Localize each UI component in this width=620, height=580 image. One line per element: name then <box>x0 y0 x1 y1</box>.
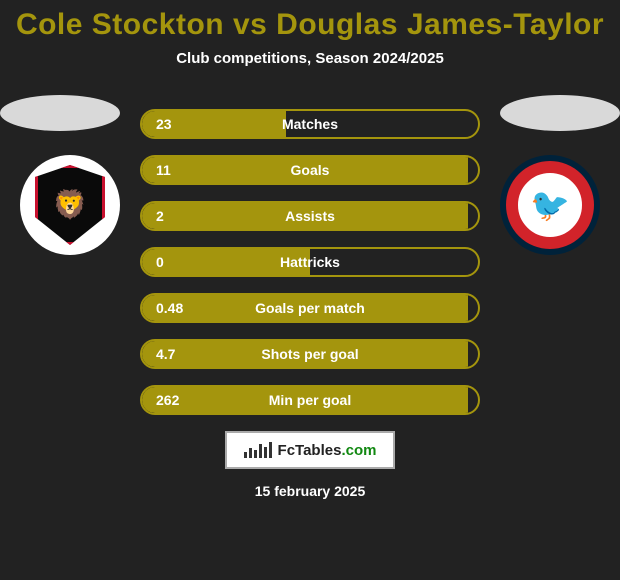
stat-bar-label: Shots per goal <box>261 346 358 362</box>
comparison-container: 🦁 🐦 23 Matches 11 Goals 2 Assists 0 Hattricks 0.… <box>0 95 620 415</box>
stat-bar-value: 0 <box>142 254 212 270</box>
stat-bars: 23 Matches 11 Goals 2 Assists 0 Hattricks 0.48 Go… <box>140 95 480 415</box>
shield-icon: 🦁 <box>35 165 105 245</box>
stat-bar-label: Hattricks <box>280 254 340 270</box>
stat-bar-value: 2 <box>142 208 212 224</box>
stat-bar-value: 4.7 <box>142 346 212 362</box>
stat-bar-value: 23 <box>142 116 212 132</box>
brand-text: FcTables.com <box>278 442 377 459</box>
stat-bar-value: 262 <box>142 392 212 408</box>
player-photo-placeholder-right <box>500 95 620 131</box>
stat-bar-label: Goals <box>291 162 330 178</box>
stat-bar-value: 0.48 <box>142 300 212 316</box>
stat-bar-row: 0 Hattricks <box>140 247 480 277</box>
ring-icon: 🐦 <box>506 161 594 249</box>
footer-date: 15 february 2025 <box>0 483 620 499</box>
stat-bar-row: 11 Goals <box>140 155 480 185</box>
club-logo-right: 🐦 <box>500 155 600 255</box>
stat-bar-row: 0.48 Goals per match <box>140 293 480 323</box>
lion-icon: 🦁 <box>53 191 88 219</box>
player-photo-placeholder-left <box>0 95 120 131</box>
stat-bar-label: Goals per match <box>255 300 365 316</box>
club-logo-left: 🦁 <box>20 155 120 255</box>
stat-bar-row: 2 Assists <box>140 201 480 231</box>
stat-bar-row: 262 Min per goal <box>140 385 480 415</box>
stat-bar-label: Matches <box>282 116 338 132</box>
brand-text-main: FcTables <box>278 442 342 459</box>
stat-bar-label: Assists <box>285 208 335 224</box>
brand-logo[interactable]: FcTables.com <box>225 431 395 469</box>
brand-text-accent: .com <box>341 442 376 459</box>
bar-chart-icon <box>244 442 272 458</box>
stat-bar-label: Min per goal <box>269 392 351 408</box>
stat-bar-value: 11 <box>142 162 212 178</box>
stat-bar-row: 4.7 Shots per goal <box>140 339 480 369</box>
stat-bar-row: 23 Matches <box>140 109 480 139</box>
swift-bird-icon: 🐦 <box>530 189 570 221</box>
comparison-subtitle: Club competitions, Season 2024/2025 <box>0 50 620 67</box>
comparison-title: Cole Stockton vs Douglas James-Taylor <box>0 0 620 42</box>
